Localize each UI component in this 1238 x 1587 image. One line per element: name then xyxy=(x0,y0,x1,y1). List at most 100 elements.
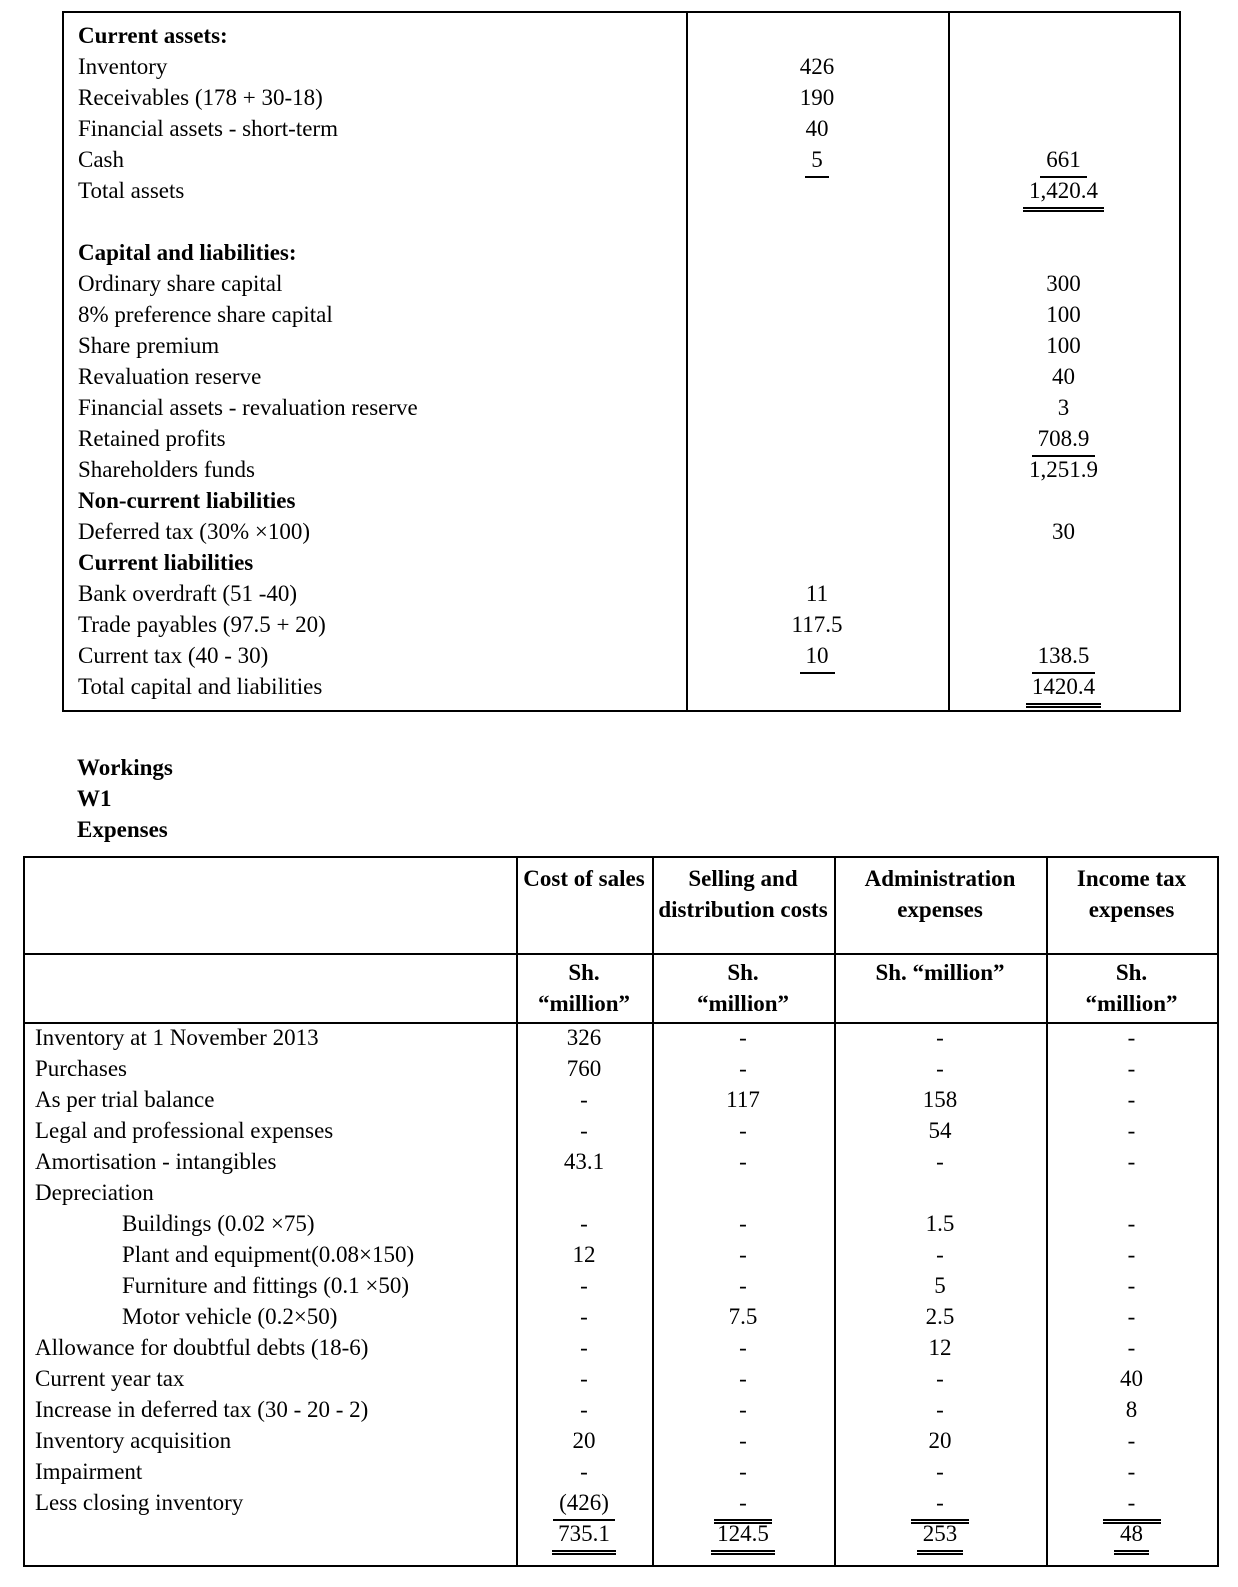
row-label: Inventory at 1 November 2013 xyxy=(35,1025,319,1050)
tax-value: - xyxy=(1127,1459,1136,1484)
sell-total: 124.5 xyxy=(652,1518,834,1565)
mid-value xyxy=(686,671,948,702)
sell-value xyxy=(652,1177,834,1208)
workings-ref: W1 xyxy=(77,786,112,811)
right-value: 661 xyxy=(948,144,1179,178)
row-label: Legal and professional expenses xyxy=(35,1118,334,1143)
row-label: Less closing inventory xyxy=(35,1490,244,1515)
column-divider xyxy=(1046,858,1048,1565)
workings-heading-block: Workings W1 Expenses xyxy=(77,752,173,845)
row-label: Financial assets - revaluation reserve xyxy=(78,395,418,420)
row-label-indented: Furniture and fittings (0.1 ×50) xyxy=(122,1273,410,1298)
mid-value xyxy=(686,20,948,51)
admin-value: 20 xyxy=(928,1428,952,1453)
admin-value: - xyxy=(936,1397,944,1422)
admin-value: 1.5 xyxy=(925,1211,955,1236)
unit-header-empty xyxy=(25,953,516,1022)
tax-value: - xyxy=(1127,1273,1136,1298)
row-label-indented: Buildings (0.02 ×75) xyxy=(122,1211,315,1236)
right-value: 300 xyxy=(1046,271,1081,296)
cos-value: 760 xyxy=(566,1056,602,1081)
section-heading: Current assets: xyxy=(78,23,228,48)
row-label: Inventory xyxy=(78,54,168,79)
row-label: Bank overdraft (51 -40) xyxy=(78,581,298,606)
sell-value: 7.5 xyxy=(728,1304,758,1329)
admin-value: - xyxy=(936,1025,944,1050)
row-label: Current tax (40 - 30) xyxy=(78,643,269,668)
mid-value: 117.5 xyxy=(791,612,843,637)
spacer-row xyxy=(64,206,686,237)
tax-value: - xyxy=(1127,1211,1136,1236)
cos-value: - xyxy=(580,1304,588,1329)
admin-value: 158 xyxy=(922,1087,958,1112)
right-value xyxy=(948,113,1179,144)
mid-value xyxy=(686,299,948,330)
right-value xyxy=(948,206,1179,237)
row-label: Impairment xyxy=(35,1459,143,1484)
row-label: Ordinary share capital xyxy=(78,271,283,296)
sell-value: - xyxy=(739,1459,747,1484)
tax-value: - xyxy=(1127,1304,1136,1329)
row-label: Receivables (178 + 30-18) xyxy=(78,85,323,110)
cos-value: 12 xyxy=(572,1242,596,1267)
mid-value xyxy=(686,268,948,299)
row-label: Purchases xyxy=(35,1056,127,1081)
tax-value: - xyxy=(1127,1118,1136,1143)
row-label: Share premium xyxy=(78,333,220,358)
column-divider xyxy=(686,13,688,710)
right-value xyxy=(948,547,1179,578)
row-label: Total assets xyxy=(78,178,185,203)
sell-value: - xyxy=(739,1025,747,1050)
workings-title: Workings xyxy=(77,755,173,780)
expenses-table: Cost of sales Selling and distribution c… xyxy=(23,856,1219,1567)
mid-value xyxy=(686,361,948,392)
right-value: 138.5 xyxy=(948,640,1179,674)
row-label: Inventory acquisition xyxy=(35,1428,232,1453)
col-header: Cost of sales xyxy=(523,866,645,891)
balance-sheet-table: Current assets: Inventory 426 Receivables… xyxy=(62,11,1181,712)
col-header-empty xyxy=(25,858,516,953)
row-label: Allowance for doubtful debts (18-6) xyxy=(35,1335,369,1360)
mid-value: 10 xyxy=(686,640,948,674)
row-label: Current year tax xyxy=(35,1366,185,1391)
admin-total: 253 xyxy=(834,1518,1046,1565)
tax-value: - xyxy=(1127,1428,1136,1453)
admin-value: 5 xyxy=(934,1273,946,1298)
sell-value: - xyxy=(739,1211,747,1236)
col-header: Income tax expenses xyxy=(1076,866,1187,922)
right-value: 30 xyxy=(1052,519,1075,544)
mid-value xyxy=(686,330,948,361)
cos-value: - xyxy=(580,1087,588,1112)
mid-value: 11 xyxy=(805,581,829,606)
column-divider xyxy=(948,13,950,710)
row-label: As per trial balance xyxy=(35,1087,215,1112)
right-value: 1,251.9 xyxy=(1029,457,1098,482)
header-divider xyxy=(25,953,1217,955)
tax-value: - xyxy=(1127,1056,1136,1081)
mid-value xyxy=(686,454,948,485)
right-value xyxy=(948,82,1179,113)
right-value: 1,420.4 xyxy=(948,175,1179,212)
row-label: Revaluation reserve xyxy=(78,364,262,389)
column-divider xyxy=(516,858,518,1565)
cos-value: 20 xyxy=(572,1428,596,1453)
cos-value xyxy=(516,1177,652,1208)
right-value: 100 xyxy=(1046,302,1081,327)
sell-value: 117 xyxy=(726,1087,760,1112)
admin-value: 54 xyxy=(928,1118,952,1143)
mid-value: 426 xyxy=(799,54,835,79)
admin-value: - xyxy=(936,1366,944,1391)
admin-value: - xyxy=(834,1487,1046,1524)
cos-value: 326 xyxy=(566,1025,602,1050)
unit-header: Sh. “million” xyxy=(537,960,630,1016)
right-value xyxy=(948,578,1179,609)
tax-value: - xyxy=(1127,1242,1136,1267)
row-label: Depreciation xyxy=(35,1180,154,1205)
tax-value: - xyxy=(1046,1487,1217,1524)
sell-value: - xyxy=(739,1273,747,1298)
mid-value xyxy=(686,237,948,268)
unit-header: Sh. “million” xyxy=(1085,960,1178,1016)
row-label: Amortisation - intangibles xyxy=(35,1149,277,1174)
row-label: Trade payables (97.5 + 20) xyxy=(78,612,326,637)
right-value xyxy=(948,485,1179,516)
